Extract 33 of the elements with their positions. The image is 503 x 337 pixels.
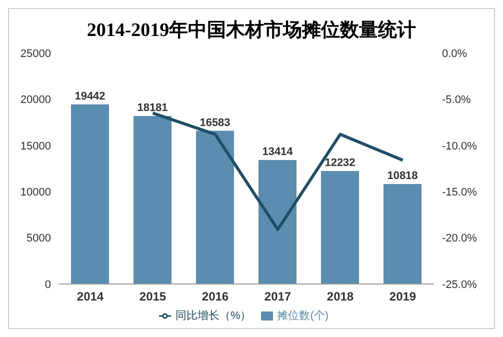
y-tick-label: 10000 <box>20 186 51 199</box>
bar <box>258 160 296 284</box>
bar <box>196 130 234 284</box>
chart-title: 2014-2019年中国木材市场摊位数量统计 <box>86 18 418 43</box>
y-tick-label: 5000 <box>26 232 51 245</box>
y-tick-label: 25000 <box>20 48 51 60</box>
y2-tick-label: -25.0% <box>442 278 478 291</box>
bar <box>71 104 109 284</box>
data-label: 10818 <box>387 170 418 182</box>
data-label: 18181 <box>137 102 168 114</box>
x-tick-label: 2016 <box>202 290 229 304</box>
legend-label: 同比增长（%） <box>175 310 252 322</box>
y2-tick-label: -15.0% <box>442 186 478 199</box>
y2-tick-label: -5.0% <box>442 94 471 106</box>
bar <box>134 116 172 284</box>
y2-tick-label: -10.0% <box>442 140 478 152</box>
data-label: 13414 <box>262 146 294 158</box>
x-tick-label: 2017 <box>264 290 292 304</box>
legend-label: 摊位数(个) <box>277 310 329 322</box>
x-tick-label: 2014 <box>76 290 104 304</box>
y-tick-label: 0 <box>44 278 51 291</box>
y2-tick-label: 0.0% <box>442 48 468 60</box>
data-label: 19442 <box>74 90 106 102</box>
x-tick-label: 2015 <box>139 290 166 304</box>
x-tick-label: 2019 <box>389 290 416 304</box>
y-tick-label: 15000 <box>20 140 51 152</box>
x-tick-label: 2018 <box>326 290 354 304</box>
bar <box>321 170 359 284</box>
bar <box>384 184 422 284</box>
data-label: 16583 <box>200 116 230 129</box>
y2-tick-label: -20.0% <box>442 232 478 245</box>
data-label: 12232 <box>324 156 356 169</box>
y-tick-label: 20000 <box>20 94 51 106</box>
